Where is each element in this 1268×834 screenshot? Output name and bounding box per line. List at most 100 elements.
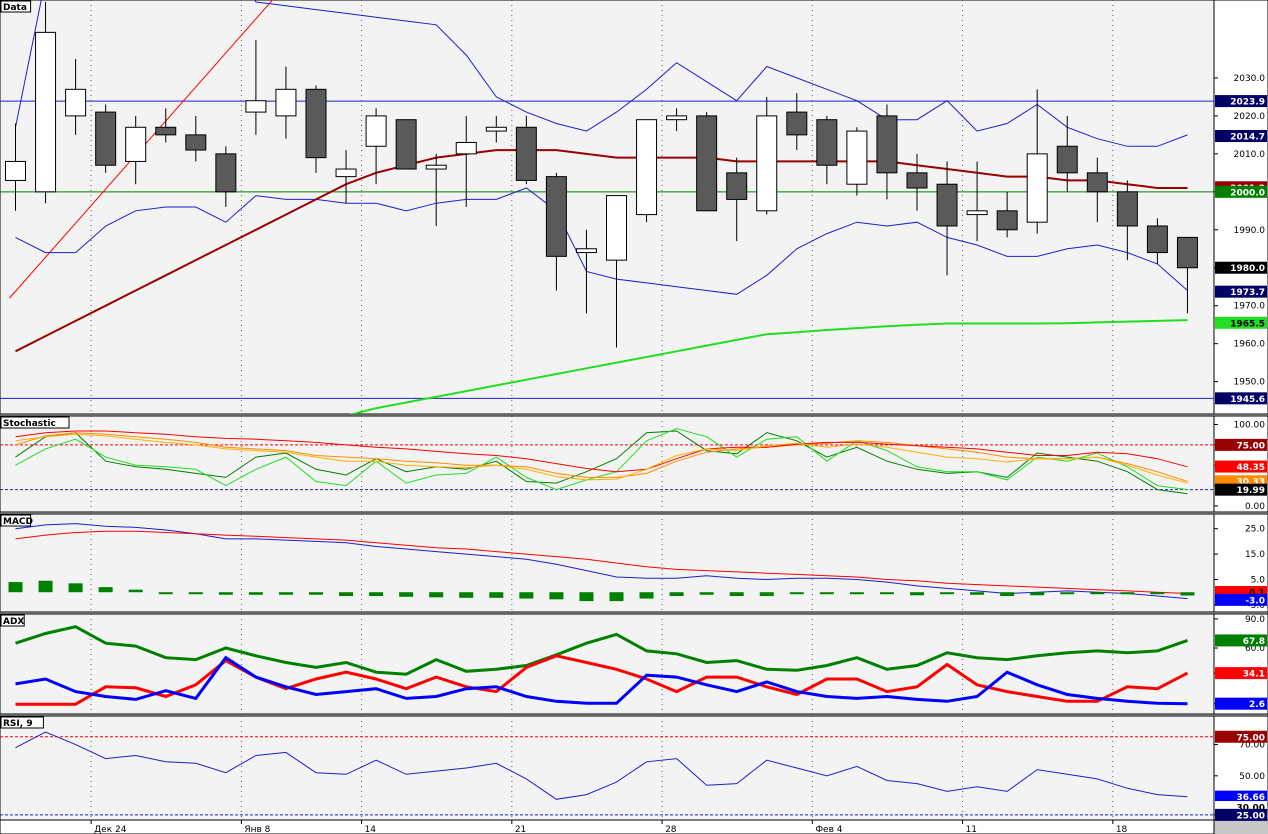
candle-body	[335, 168, 357, 178]
panel-title: MACD	[3, 517, 33, 527]
value-tag: 1973.7	[1215, 285, 1267, 298]
candle	[95, 104, 117, 173]
histogram-bar	[759, 592, 774, 597]
panel-bg	[0, 715, 1215, 821]
value-tag-bg	[1215, 285, 1267, 298]
y-tick-label: 5.0	[1251, 576, 1266, 586]
panel-title: Data	[3, 3, 27, 13]
y-tick-label: 70.00	[1239, 741, 1265, 751]
series-line-2	[15, 654, 1189, 706]
histogram-bar	[1060, 592, 1075, 595]
moving-average	[15, 149, 1188, 353]
candle-body	[1026, 153, 1048, 223]
panel-plot	[0, 716, 1214, 820]
x-tick-label: 11	[966, 825, 977, 834]
value-tag-bg	[1215, 483, 1267, 496]
panel-bg	[0, 513, 1215, 613]
histogram-bar	[158, 592, 173, 595]
y-tick-label: 0.00	[1245, 502, 1265, 512]
x-tick-label: Янв 8	[244, 825, 270, 834]
value-tag: 2000.0	[1215, 185, 1267, 198]
candle-body	[606, 195, 627, 261]
panel-plot	[15, 614, 1189, 714]
histogram-bar	[309, 592, 323, 595]
candle-body	[666, 115, 688, 121]
panel-bg	[0, 415, 1215, 513]
candle-body	[636, 119, 658, 216]
candle	[5, 123, 26, 211]
candle-body	[275, 88, 297, 117]
candle	[275, 66, 297, 139]
candle	[155, 108, 177, 143]
y-tick-label: 60.0	[1245, 644, 1265, 654]
value-tag-bg	[1215, 185, 1267, 198]
value-tag-text: 1965.5	[1230, 319, 1265, 329]
candle-body	[95, 111, 117, 166]
trend-line	[9, 0, 274, 299]
value-tag: 2023.9	[1215, 95, 1267, 108]
panel-title-box	[0, 0, 32, 13]
y-tick-label: 90.0	[1245, 615, 1265, 625]
value-tag: 1945.6	[1215, 392, 1267, 405]
panel-bg	[0, 613, 1215, 715]
value-tag-text: 0.1	[1249, 588, 1265, 598]
value-tag-bg	[1215, 667, 1267, 680]
candle-body	[5, 160, 26, 181]
candle	[335, 150, 357, 204]
candle	[606, 195, 627, 348]
y-tick-label: 1990.0	[1234, 226, 1266, 236]
value-tag-text: 1973.7	[1230, 288, 1265, 298]
histogram-bar	[970, 592, 985, 595]
value-tag: 36.66	[1215, 790, 1267, 803]
histogram-bar	[1000, 592, 1015, 597]
y-tick-label: 15.0	[1245, 550, 1265, 560]
histogram-bar	[339, 592, 354, 597]
candle	[1116, 180, 1138, 261]
candle-body	[786, 111, 808, 136]
value-tag-bg	[1215, 392, 1267, 405]
x-tick-label: Фев 4	[815, 825, 842, 834]
candle-body	[65, 88, 87, 117]
candle-body	[35, 31, 57, 193]
histogram-bar	[1120, 592, 1135, 595]
y-tick-label: -5.0	[1247, 601, 1265, 611]
value-tag-bg	[1215, 130, 1267, 143]
panel-1: 1950.0 1960.0 1970.0 1980.0 1990.0 2000.0 2010…	[0, 0, 1268, 415]
candle-body	[696, 115, 718, 212]
candle	[936, 161, 958, 276]
value-tag-bg	[1215, 808, 1267, 821]
candle-body	[816, 119, 838, 166]
series-line-1	[15, 625, 1188, 676]
value-tag: 75.00	[1215, 438, 1267, 451]
value-tag-text: 48.35	[1237, 463, 1265, 473]
candle	[425, 153, 447, 226]
histogram-bar	[609, 592, 624, 602]
candle	[846, 127, 868, 196]
histogram-bar	[519, 592, 534, 599]
histogram-bar	[248, 592, 263, 595]
candle	[395, 119, 417, 170]
histogram-bar	[579, 592, 594, 602]
panel-title-box	[0, 716, 44, 729]
histogram-bar	[278, 592, 293, 595]
candle-body	[575, 248, 597, 254]
panel-plot	[0, 0, 1214, 414]
candle	[666, 108, 688, 132]
x-tick-label: Дек 24	[94, 825, 127, 834]
candle	[816, 115, 838, 185]
x-axis-strip	[0, 819, 1215, 834]
panel-title: Stochastic	[3, 419, 56, 429]
value-tag-bg	[1215, 95, 1267, 108]
x-tick-label: 18	[1116, 825, 1128, 834]
histogram-bar	[1180, 592, 1195, 596]
candle	[636, 119, 658, 223]
value-tag: 67.8	[1215, 634, 1267, 647]
histogram-bar	[879, 592, 894, 595]
value-tag-text: 25.00	[1237, 811, 1265, 821]
candle	[786, 93, 808, 151]
histogram-bar	[729, 592, 744, 597]
histogram-bar	[188, 592, 203, 595]
value-tag-text: 1980.0	[1230, 264, 1265, 274]
candle	[756, 96, 778, 215]
